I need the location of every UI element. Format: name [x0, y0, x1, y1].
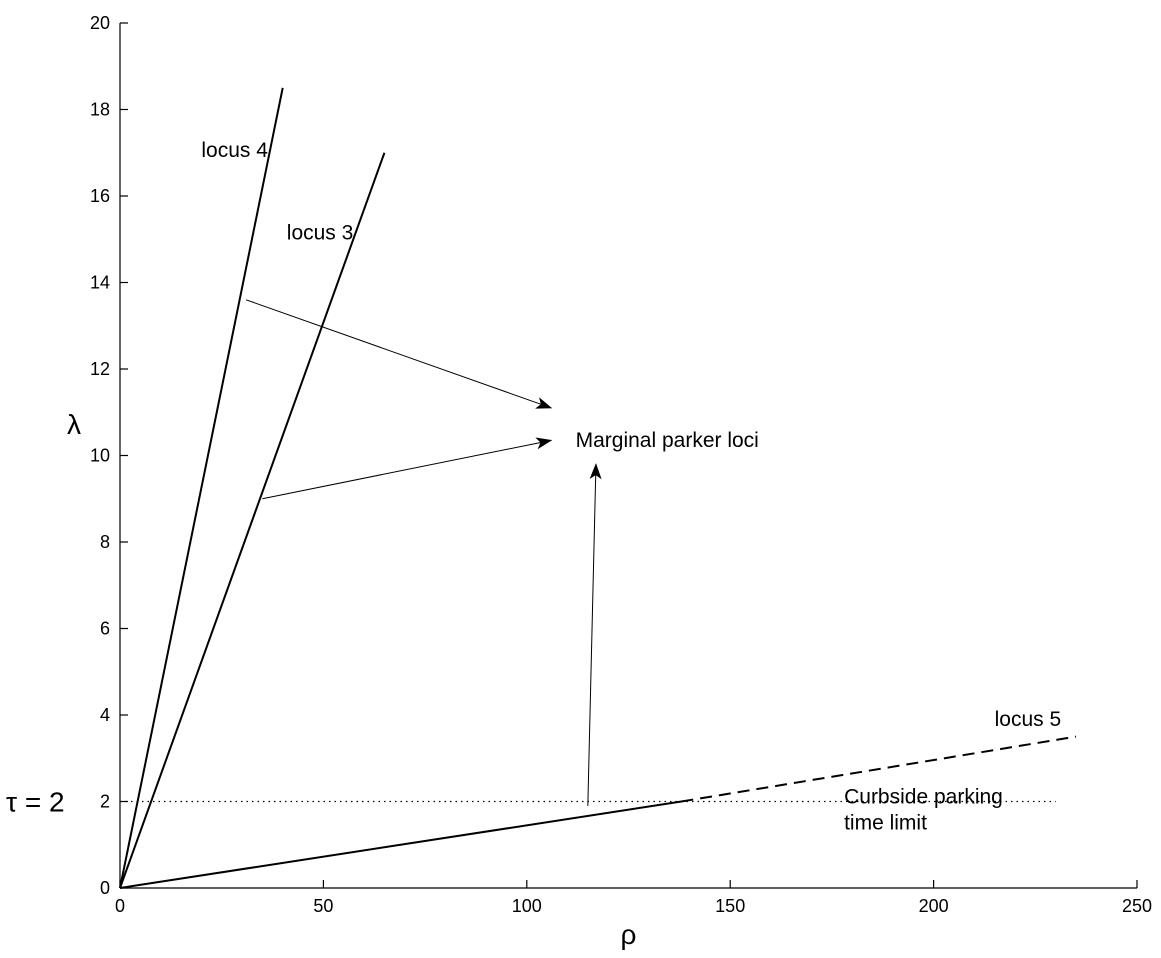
x-tick-label: 150: [715, 896, 745, 916]
annotation-text: locus 5: [995, 708, 1062, 731]
y-tick-label: 8: [100, 532, 110, 552]
y-tick-label: 16: [90, 186, 110, 206]
y-tick-label: 0: [100, 878, 110, 898]
x-tick-label: 250: [1122, 896, 1152, 916]
annotation-text: Curbside parking: [844, 786, 1003, 809]
y-tick-label: 18: [90, 100, 110, 120]
annotation-arrow: [587, 463, 602, 806]
y-tick-label: 20: [90, 13, 110, 33]
annotation-text: Marginal parker loci: [576, 429, 759, 452]
x-tick-label: 200: [919, 896, 949, 916]
annotation-arrow: [245, 299, 553, 409]
series-line-locus-3: [119, 152, 386, 889]
series-line-locus-5: [119, 800, 682, 889]
y-tick-label: 2: [100, 792, 110, 812]
y-tick-label: 12: [90, 359, 110, 379]
y-tick-label: 14: [90, 273, 110, 293]
annotation-text: locus 4: [201, 139, 268, 162]
x-tick-label: 100: [512, 896, 542, 916]
x-tick-label: 0: [115, 896, 125, 916]
y-axis-label: λ: [67, 409, 81, 440]
y-tick-label: 4: [100, 705, 110, 725]
annotation-text: time limit: [844, 812, 927, 835]
annotation-arrow: [262, 437, 553, 500]
y-tick-label: 6: [100, 619, 110, 639]
series-line-locus-5-dashed: [681, 735, 1077, 803]
y-tick-label: 10: [90, 446, 110, 466]
x-axis-label: ρ: [621, 919, 637, 950]
reference-line-label: τ = 2: [6, 787, 65, 818]
series-line-locus-4: [119, 87, 284, 889]
x-tick-label: 50: [313, 896, 333, 916]
annotation-text: locus 3: [287, 221, 354, 244]
